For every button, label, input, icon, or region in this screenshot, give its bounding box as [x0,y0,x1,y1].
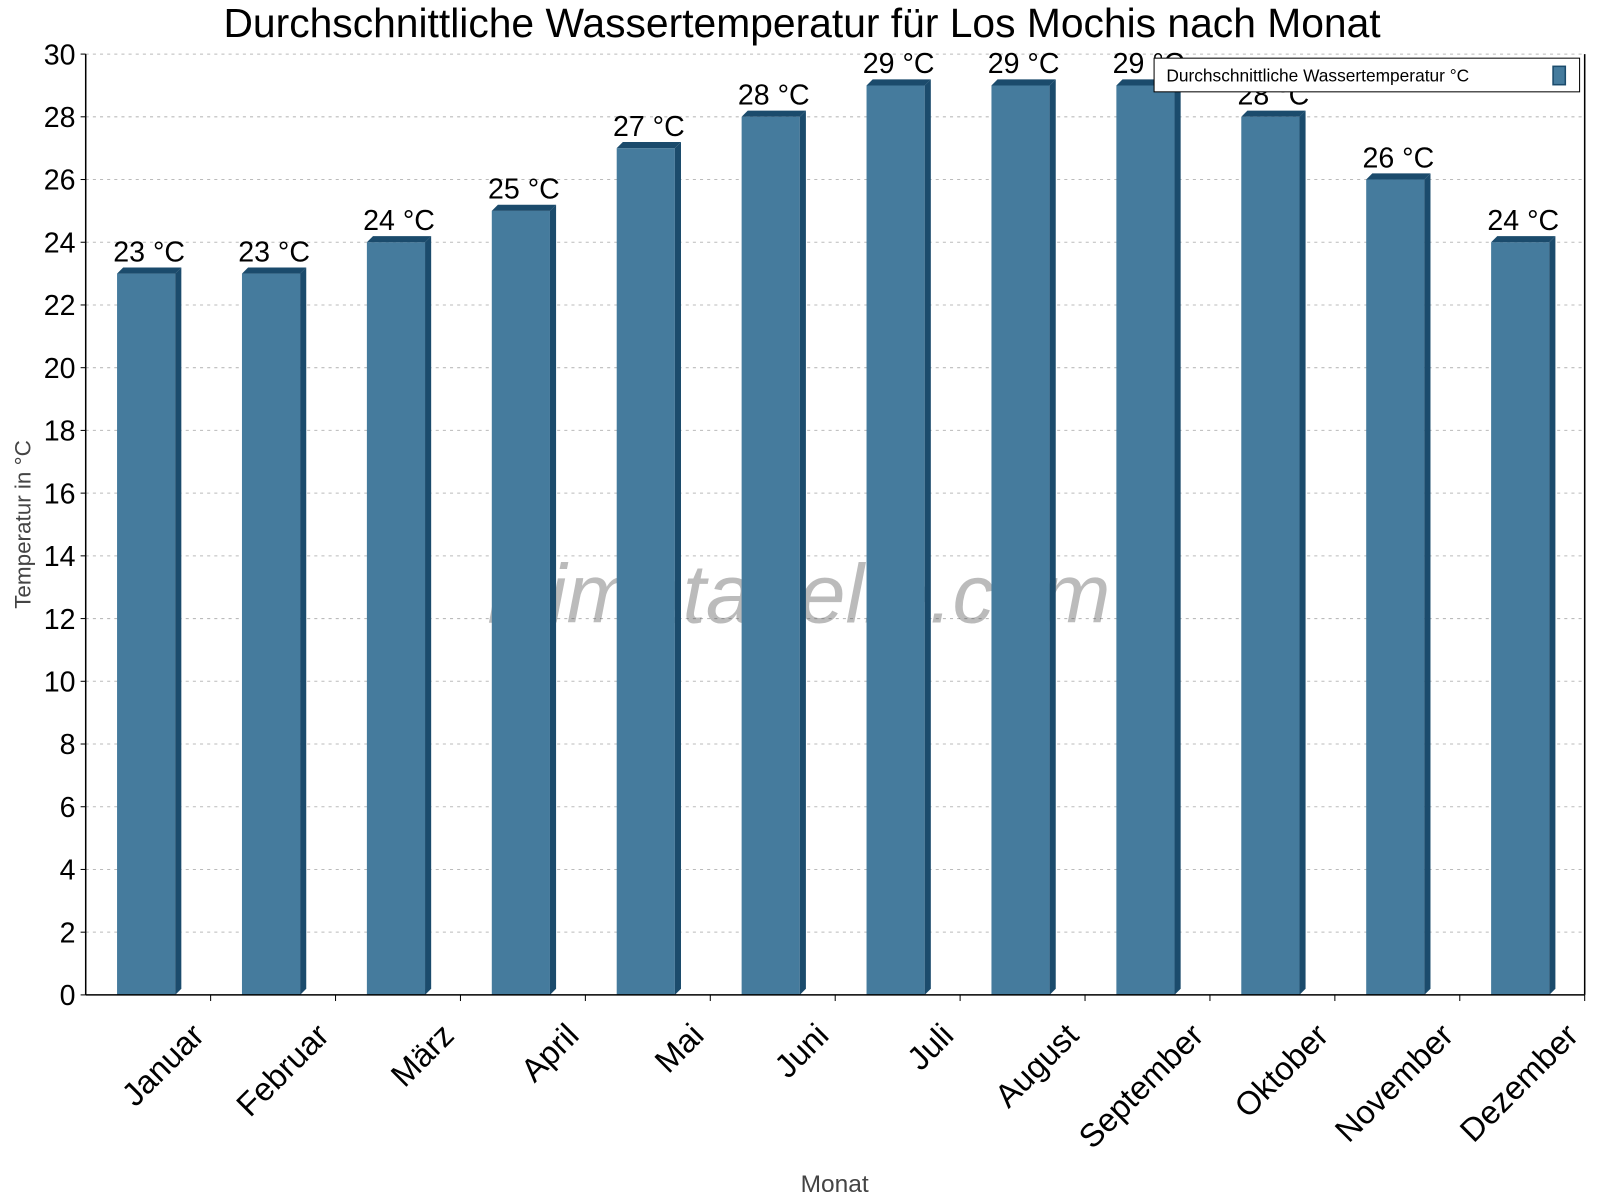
bar [117,273,176,995]
bar [991,85,1050,995]
x-tick-label: September [1071,1016,1210,1155]
data-label: 26 °C [1362,142,1434,174]
bar-side [549,204,557,995]
x-tick-label: Dezember [1452,1016,1585,1149]
x-tick-label: Februar [229,1016,336,1123]
y-tick-label: 12 [44,604,76,636]
bar-top [866,79,931,86]
bar [241,273,301,995]
bar [1491,242,1550,995]
bar-top [991,79,1056,86]
bar [741,116,800,995]
bar-top [366,236,432,243]
bar-top [1491,236,1556,243]
bar-side [674,142,681,995]
y-tick-label: 20 [44,353,76,385]
data-label: 25 °C [488,174,560,206]
x-tick-label: November [1327,1016,1460,1149]
bar-top [616,142,681,149]
bar [1116,85,1175,995]
data-label: 24 °C [363,205,435,237]
bar-top [117,267,182,274]
y-tick-label: 14 [44,541,76,573]
y-tick-label: 8 [60,729,76,761]
bar-top [1366,173,1431,180]
bar-side [1299,110,1306,995]
y-tick-label: 24 [44,227,76,259]
x-tick-label: März [383,1016,460,1093]
bar [491,210,550,995]
y-tick-label: 10 [44,666,76,698]
bar-top [241,267,307,274]
data-label: 29 °C [863,48,935,80]
y-tick-label: 26 [44,165,76,197]
legend: Durchschnittliche Wassertemperatur °C [1153,57,1581,93]
y-tick-label: 28 [44,102,76,134]
y-tick-label: 22 [44,290,76,322]
bar-side [1424,173,1431,995]
bar-side [799,110,806,995]
x-tick-label: Juni [767,1016,836,1085]
bar-side [924,79,931,995]
y-tick-label: 16 [44,478,76,510]
bar [1241,116,1300,995]
bar-side [1049,79,1056,995]
bar-top [741,110,806,117]
x-tick-label: Mai [647,1016,710,1079]
bar [366,242,426,995]
bar [616,148,675,995]
data-label: 29 °C [988,48,1060,80]
x-tick-label: April [513,1016,585,1088]
x-tick-label: Juli [900,1016,961,1077]
bar-top [491,204,557,211]
y-tick-label: 4 [60,855,76,887]
y-tick-label: 2 [60,917,76,949]
legend-swatch [1552,65,1567,86]
x-tick-label: August [987,1016,1085,1114]
data-label: 23 °C [238,236,310,268]
bar-side [1174,79,1181,995]
legend-label: Durchschnittliche Wassertemperatur °C [1166,66,1469,86]
bar-side [1549,236,1556,995]
x-tick-label: Januar [114,1016,211,1113]
bar-side [425,236,432,995]
bar-side [300,267,307,995]
data-label: 23 °C [113,236,185,268]
bar [866,85,925,995]
y-tick-label: 18 [44,416,76,448]
x-tick-label: Oktober [1227,1016,1335,1124]
bar [1366,179,1425,995]
data-label: 28 °C [738,80,810,112]
data-label: 24 °C [1487,205,1559,237]
y-axis-label: Temperatur in °C [11,440,36,609]
y-tick-label: 0 [60,980,76,1012]
y-tick-label: 6 [60,792,76,824]
data-label: 27 °C [613,111,685,143]
chart-title: Durchschnittliche Wassertemperatur für L… [223,0,1381,46]
x-axis-label: Monat [801,1171,869,1198]
bar-top [1241,110,1306,117]
bar-side [175,267,182,995]
y-tick-label: 30 [44,39,76,71]
